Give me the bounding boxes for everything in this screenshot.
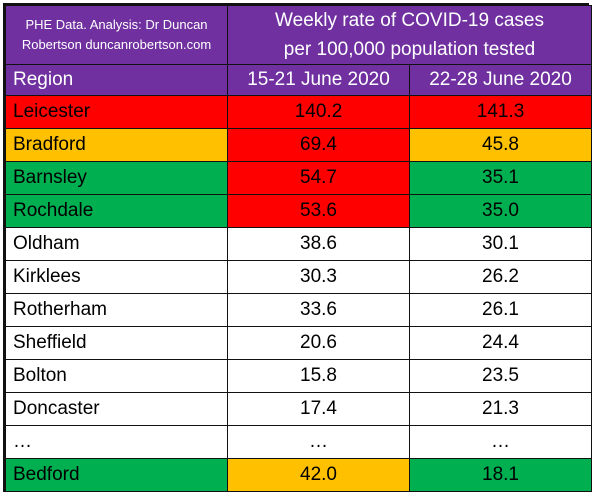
- header-week1: 15-21 June 2020: [227, 64, 410, 96]
- title-row: PHE Data. Analysis: Dr Duncan Robertson …: [5, 5, 593, 65]
- region-cell: …: [5, 425, 228, 459]
- covid-rate-table: PHE Data. Analysis: Dr Duncan Robertson …: [5, 5, 593, 492]
- week2-value-cell: 26.2: [408, 260, 593, 294]
- title-line-2: per 100,000 population tested: [283, 39, 536, 60]
- week2-value-cell: 35.1: [408, 161, 593, 195]
- table-row: Bolton 15.8 23.5: [5, 359, 593, 393]
- header-row: Region 15-21 June 2020 22-28 June 2020: [5, 64, 593, 96]
- region-cell: Rochdale: [5, 194, 228, 228]
- table-row: Leicester 140.2 141.3: [5, 95, 593, 129]
- week1-value-cell: 42.0: [227, 458, 410, 492]
- region-cell: Leicester: [5, 95, 228, 129]
- covid-rate-table-frame: PHE Data. Analysis: Dr Duncan Robertson …: [3, 3, 593, 492]
- table-row: Rotherham 33.6 26.1: [5, 293, 593, 327]
- table-body: PHE Data. Analysis: Dr Duncan Robertson …: [5, 5, 593, 492]
- week2-value-cell: 141.3: [408, 95, 593, 129]
- header-region: Region: [5, 64, 228, 96]
- week1-value-cell: 54.7: [227, 161, 410, 195]
- table-row: ………: [5, 425, 593, 459]
- region-cell: Barnsley: [5, 161, 228, 195]
- table-title: Weekly rate of COVID-19 cases per 100,00…: [226, 5, 593, 65]
- week2-value-cell: …: [408, 425, 593, 459]
- table-row: Doncaster 17.4 21.3: [5, 392, 593, 426]
- table-row: Bradford 69.4 45.8: [5, 128, 593, 162]
- region-cell: Bradford: [5, 128, 228, 162]
- region-cell: Bolton: [5, 359, 228, 393]
- table-row: Kirklees 30.3 26.2: [5, 260, 593, 294]
- credit-cell: PHE Data. Analysis: Dr Duncan Robertson …: [5, 5, 228, 65]
- week1-value-cell: …: [227, 425, 410, 459]
- region-cell: Rotherham: [5, 293, 228, 327]
- week1-value-cell: 15.8: [227, 359, 410, 393]
- week2-value-cell: 21.3: [408, 392, 593, 426]
- region-cell: Kirklees: [5, 260, 228, 294]
- week2-value-cell: 26.1: [408, 293, 593, 327]
- region-cell: Doncaster: [5, 392, 228, 426]
- week2-value-cell: 18.1: [408, 458, 593, 492]
- header-week2: 22-28 June 2020: [408, 64, 593, 96]
- week1-value-cell: 53.6: [227, 194, 410, 228]
- week1-value-cell: 38.6: [227, 227, 410, 261]
- table-row: Oldham 38.6 30.1: [5, 227, 593, 261]
- week1-value-cell: 69.4: [227, 128, 410, 162]
- week1-value-cell: 20.6: [227, 326, 410, 360]
- table-row: Sheffield 20.6 24.4: [5, 326, 593, 360]
- region-cell: Sheffield: [5, 326, 228, 360]
- credit-line-2: Robertson duncanrobertson.com: [21, 37, 212, 52]
- week2-value-cell: 24.4: [408, 326, 593, 360]
- week1-value-cell: 17.4: [227, 392, 410, 426]
- region-cell: Oldham: [5, 227, 228, 261]
- table-row: Bedford 42.0 18.1: [5, 458, 593, 492]
- week2-value-cell: 35.0: [408, 194, 593, 228]
- week1-value-cell: 30.3: [227, 260, 410, 294]
- credit-line-1: PHE Data. Analysis: Dr Duncan: [25, 17, 208, 32]
- region-cell: Bedford: [5, 458, 228, 492]
- week1-value-cell: 140.2: [227, 95, 410, 129]
- week1-value-cell: 33.6: [227, 293, 410, 327]
- week2-value-cell: 23.5: [408, 359, 593, 393]
- week2-value-cell: 30.1: [408, 227, 593, 261]
- table-row: Barnsley 54.7 35.1: [5, 161, 593, 195]
- title-line-1: Weekly rate of COVID-19 cases: [275, 10, 544, 31]
- week2-value-cell: 45.8: [408, 128, 593, 162]
- table-row: Rochdale 53.6 35.0: [5, 194, 593, 228]
